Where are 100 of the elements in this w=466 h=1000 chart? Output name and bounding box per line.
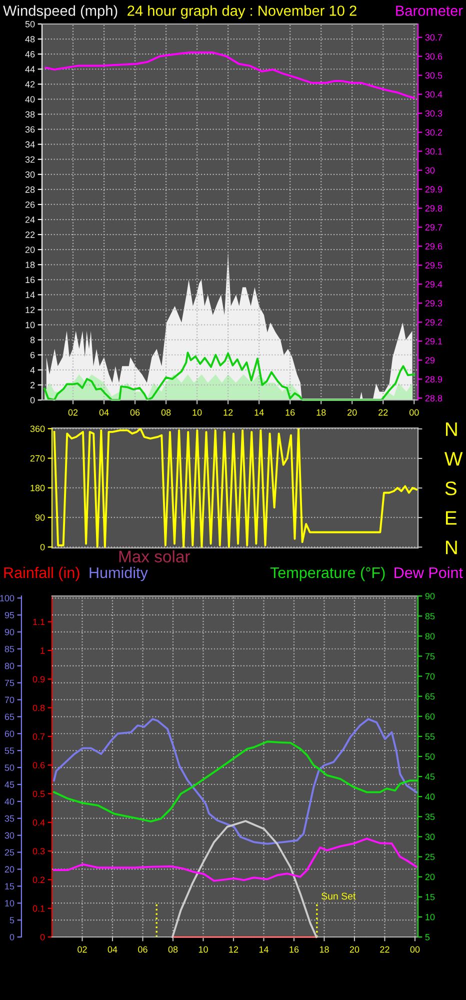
y3-tick-label: 75 <box>4 680 14 686</box>
y-tick-label: 6 <box>30 352 35 358</box>
y2-tick-label: 29.2 <box>425 319 442 326</box>
y2-tick-label: 30.6 <box>425 53 442 60</box>
x-tick-label: 14 <box>259 946 268 953</box>
y-tick-label: 8 <box>30 336 35 344</box>
y-tick-label: 48 <box>25 36 35 42</box>
y2-tick-label: 15 <box>426 894 435 900</box>
y3-tick-label: 0 <box>10 934 14 940</box>
x-tick-label: 08 <box>161 409 171 416</box>
y3-tick-label: 80 <box>4 662 14 670</box>
y3-tick-label: 95 <box>4 612 14 618</box>
y2-tick-label: 30.2 <box>425 129 442 136</box>
x-tick-label: 16 <box>290 946 299 953</box>
chart-title: 24 hour graph day : November 10 2 <box>128 5 356 19</box>
y2-tick-label: 29.8 <box>425 205 442 212</box>
x-tick-label: 00 <box>410 946 420 953</box>
y-tick-label: 0.5 <box>32 790 45 798</box>
y3-tick-label: 15 <box>5 883 14 890</box>
y-tick-label: 30 <box>25 171 35 178</box>
x-tick-label: 06 <box>138 946 148 953</box>
y3-tick-label: 90 <box>4 628 14 636</box>
y-tick-label: 46 <box>25 51 35 58</box>
y-tick-label: 16 <box>26 276 35 284</box>
y-tick-label: 36 <box>25 126 35 133</box>
x-tick-label: 12 <box>229 946 238 953</box>
category-label: S <box>445 481 456 496</box>
x-tick-label: 16 <box>286 409 295 416</box>
y3-tick-label: 85 <box>4 646 14 652</box>
y2-axis-title: Temperature (°F) <box>270 566 385 582</box>
y-tick-label: 0 <box>30 396 35 404</box>
y-tick-label: 0.2 <box>32 876 45 884</box>
y3-tick-label: 55 <box>4 748 14 754</box>
y-tick-label: 28 <box>25 186 35 193</box>
y-tick-label: 12 <box>26 306 35 314</box>
y-axis-title: Windspeed (mph) <box>3 5 118 19</box>
y-tick-label: 14 <box>26 292 35 298</box>
y3-tick-label: 20 <box>4 866 14 873</box>
text: Max solar <box>119 550 190 562</box>
y2-tick-label: 75 <box>425 653 435 660</box>
y-tick-label: 270 <box>30 455 45 462</box>
y2-tick-label: 28.9 <box>425 376 442 382</box>
x-tick-label: 18 <box>316 409 326 416</box>
y3-tick-label: 60 <box>4 730 14 737</box>
category-label: N <box>446 422 457 436</box>
y2-tick-label: 30.4 <box>425 91 442 98</box>
category-label: N <box>446 540 457 554</box>
x-tick-label: 08 <box>168 946 178 953</box>
y2-tick-label: 30.7 <box>425 34 442 41</box>
y2-tick-label: 45 <box>425 774 435 780</box>
category-label: W <box>444 452 463 466</box>
y-tick-label: 44 <box>25 66 35 72</box>
y2-tick-label: 90 <box>425 592 435 600</box>
y-tick-label: 42 <box>25 81 35 88</box>
y2-tick-label: 50 <box>425 753 435 760</box>
x-tick-label: 10 <box>198 946 208 953</box>
y2-tick-label: 10 <box>426 914 435 920</box>
y-tick-label: 0.7 <box>32 733 45 740</box>
x-tick-label: 18 <box>320 946 329 953</box>
y2-tick-label: 30 <box>425 167 435 174</box>
ref-line-label: Sun Set <box>322 892 356 900</box>
y-tick-label: 0.4 <box>32 819 45 826</box>
x-tick-label: 02 <box>78 946 87 953</box>
x-tick-label: 20 <box>348 409 357 416</box>
y3-tick-label: 70 <box>4 696 14 704</box>
y-tick-label: 180 <box>30 484 45 492</box>
y3-tick-label: 65 <box>4 714 14 720</box>
y-tick-label: 0 <box>40 934 45 940</box>
x-tick-label: 10 <box>192 409 202 416</box>
y2-tick-label: 30.3 <box>425 110 442 117</box>
y3-tick-label: 10 <box>5 900 14 906</box>
text: Dew Point <box>394 566 463 578</box>
y2-tick-label: 40 <box>425 794 435 800</box>
y3-tick-label: 25 <box>4 849 14 856</box>
y2-tick-label: 85 <box>425 613 435 620</box>
y2-tick-label: 29 <box>425 357 435 364</box>
x-tick-label: 12 <box>224 409 233 416</box>
y2-tick-label: 29.1 <box>425 338 442 344</box>
y2-tick-label: 29.5 <box>425 262 442 269</box>
x-tick-label: 00 <box>409 409 419 416</box>
x-tick-label: 22 <box>380 946 390 953</box>
y-tick-label: 38 <box>25 111 35 118</box>
y-tick-label: 24 <box>25 216 35 223</box>
y3-tick-label: 5 <box>10 917 14 924</box>
y3-tick-label: 30 <box>4 832 14 839</box>
y-tick-label: 40 <box>25 96 35 103</box>
y-tick-label: 2 <box>30 382 35 388</box>
y-tick-label: 1.1 <box>33 618 45 626</box>
y-tick-label: 1 <box>40 648 45 654</box>
y-tick-label: 34 <box>25 141 35 148</box>
y2-tick-label: 29.7 <box>425 224 442 231</box>
x-tick-label: 20 <box>350 946 360 953</box>
x-tick-label: 06 <box>130 409 140 416</box>
y3-tick-label: 100 <box>0 595 14 602</box>
y2-tick-label: 29.4 <box>425 281 442 288</box>
y-tick-label: 26 <box>25 201 35 208</box>
y2-tick-label: 29.9 <box>425 186 442 193</box>
y2-tick-label: 65 <box>425 693 435 700</box>
y2-axis-title: Barometer <box>396 6 463 16</box>
y3-tick-label: 50 <box>4 764 14 771</box>
